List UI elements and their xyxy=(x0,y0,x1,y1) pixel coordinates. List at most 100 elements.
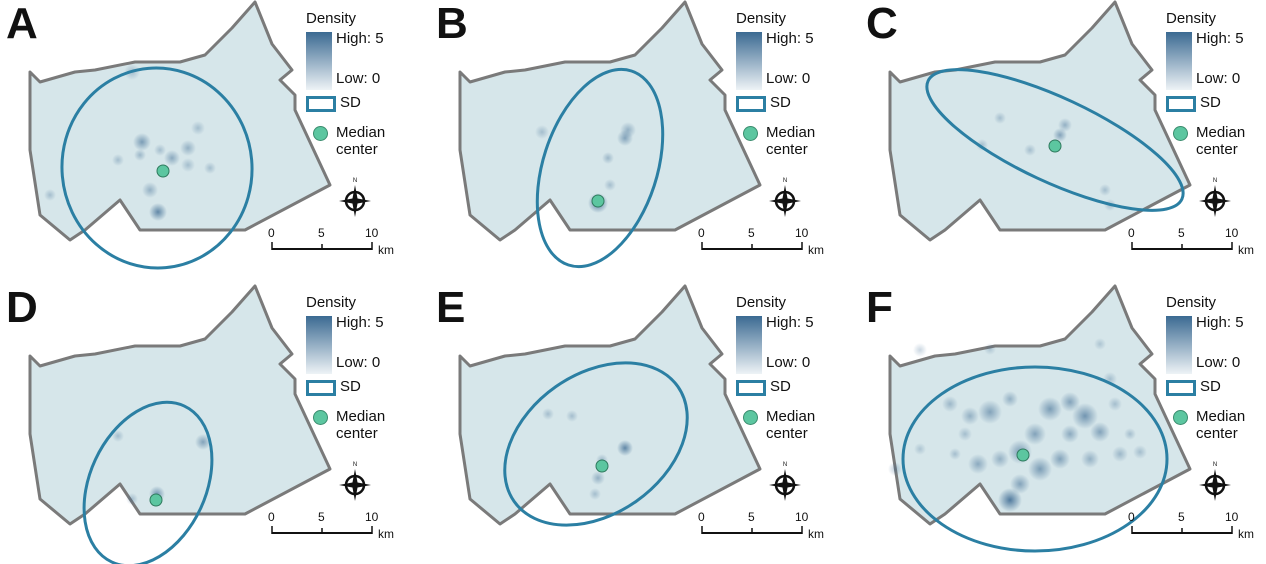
legend-title: Density xyxy=(306,294,357,311)
density-hotspot xyxy=(604,179,616,191)
density-hotspot xyxy=(1038,397,1062,421)
density-hotspot xyxy=(602,152,614,164)
legend-title: Density xyxy=(736,294,787,311)
density-hotspot xyxy=(1060,392,1080,412)
density-hotspot xyxy=(149,203,167,221)
study-area-boundary xyxy=(28,0,332,242)
legend-low-label: Low xyxy=(1196,354,1224,371)
legend-high: High: 5 xyxy=(766,314,814,331)
legend-high-value: 5 xyxy=(375,30,384,47)
median-legend-label: Median center xyxy=(766,408,816,443)
map-panel-f: F Density High: 5 Low: 0 SD Median center N 0 5 1… xyxy=(860,284,1266,564)
density-hotspot xyxy=(1099,184,1111,196)
scale-tick-label: 10 xyxy=(795,510,809,524)
density-hotspot xyxy=(126,493,138,505)
scale-unit-label: km xyxy=(808,527,824,541)
density-hotspot xyxy=(620,122,636,138)
legend-low-label: Low xyxy=(336,70,364,87)
legend-high: High: 5 xyxy=(1196,314,1244,331)
sd-legend-swatch xyxy=(1166,96,1196,112)
legend-high-value: 5 xyxy=(375,314,384,331)
study-area-boundary xyxy=(458,0,762,242)
scale-bar xyxy=(1131,526,1233,534)
median-center-point xyxy=(156,164,170,178)
map-canvas xyxy=(888,0,1233,250)
density-color-ramp xyxy=(1166,316,1192,374)
density-hotspot xyxy=(154,144,166,156)
median-center-point xyxy=(595,459,609,473)
legend-high-value: 5 xyxy=(805,314,814,331)
scale-tick-label: 10 xyxy=(365,226,379,240)
density-hotspot xyxy=(998,488,1022,512)
density-hotspot xyxy=(591,471,605,485)
density-hotspot xyxy=(1112,446,1128,462)
panel-letter: D xyxy=(6,283,38,332)
map-canvas xyxy=(28,0,373,270)
legend-title: Density xyxy=(736,10,787,27)
map-canvas xyxy=(458,284,803,534)
panel-letter: E xyxy=(436,283,466,332)
legend-high-value: 5 xyxy=(1235,314,1244,331)
scale-tick-label: 0 xyxy=(1128,226,1135,240)
scale-tick-label: 0 xyxy=(698,510,705,524)
scale-bar xyxy=(1131,242,1233,250)
median-legend-swatch xyxy=(1173,410,1188,425)
legend-low: Low: 0 xyxy=(336,354,381,371)
sd-legend-swatch xyxy=(736,96,766,112)
north-arrow-icon: N xyxy=(769,178,801,217)
north-arrow-icon: N xyxy=(339,178,371,217)
density-hotspot xyxy=(617,440,633,456)
density-hotspot xyxy=(566,410,578,422)
density-hotspot xyxy=(1124,428,1136,440)
panel-letter: F xyxy=(866,283,893,332)
density-hotspot xyxy=(44,189,56,201)
scale-tick-label: 5 xyxy=(318,226,325,240)
density-color-ramp xyxy=(1166,32,1192,90)
density-hotspot xyxy=(1010,474,1030,494)
legend-high-value: 5 xyxy=(1235,30,1244,47)
density-hotspot xyxy=(195,434,211,450)
legend-title: Density xyxy=(306,10,357,27)
median-legend-label: Median center xyxy=(1196,124,1246,159)
scale-unit-label: km xyxy=(808,243,824,257)
density-hotspot xyxy=(1133,445,1147,459)
density-hotspot xyxy=(1053,128,1067,142)
legend-title: Density xyxy=(1166,294,1217,311)
sd-legend-swatch xyxy=(1166,380,1196,396)
scale-unit-label: km xyxy=(1238,243,1254,257)
median-center-point xyxy=(149,493,163,507)
north-arrow-icon: N xyxy=(769,462,801,501)
density-hotspot xyxy=(589,488,601,500)
panel-letter: A xyxy=(6,0,38,48)
density-hotspot xyxy=(535,125,549,139)
sd-legend-label: SD xyxy=(770,94,791,111)
scale-tick-label: 10 xyxy=(1225,226,1239,240)
density-hotspot xyxy=(1002,391,1018,407)
legend-high-value: 5 xyxy=(805,30,814,47)
sd-legend-label: SD xyxy=(1200,378,1221,395)
legend-low-label: Low xyxy=(1196,70,1224,87)
scale-bar xyxy=(701,242,803,250)
median-legend-label: Median center xyxy=(766,124,816,159)
legend-high: High: 5 xyxy=(336,30,384,47)
map-panel-e: E Density High: 5 Low: 0 SD Median center N 0 5 1… xyxy=(430,284,852,564)
panel-letter: B xyxy=(436,0,468,48)
study-area-boundary xyxy=(888,0,1192,242)
median-center-point xyxy=(1016,448,1030,462)
density-hotspot xyxy=(1094,338,1106,350)
scale-tick-label: 5 xyxy=(748,510,755,524)
scale-bar xyxy=(271,242,373,250)
legend-high-label: High xyxy=(336,30,367,47)
legend-low-value: 0 xyxy=(801,354,811,371)
density-hotspot xyxy=(112,430,124,442)
density-color-ramp xyxy=(736,32,762,90)
density-hotspot xyxy=(134,149,146,161)
legend-low-label: Low xyxy=(766,70,794,87)
legend-high: High: 5 xyxy=(766,30,814,47)
density-hotspot xyxy=(949,448,961,460)
density-hotspot xyxy=(142,182,158,198)
density-hotspot xyxy=(994,112,1006,124)
legend-low: Low: 0 xyxy=(766,70,811,87)
sd-ellipse xyxy=(60,66,254,270)
